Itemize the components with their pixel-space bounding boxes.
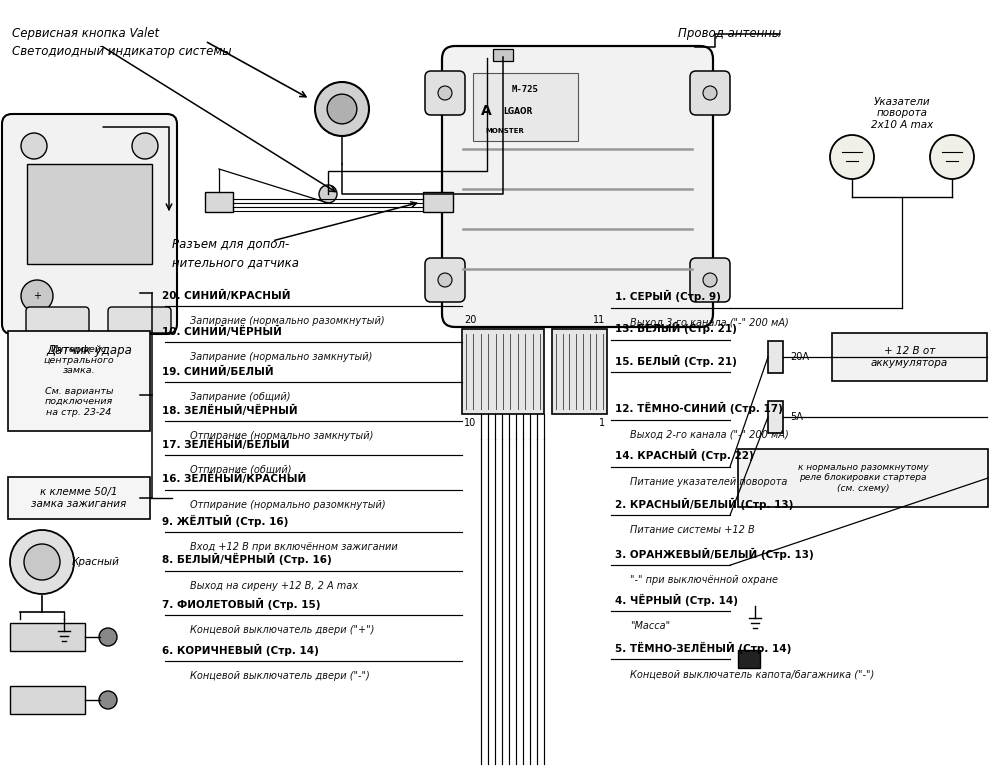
Circle shape xyxy=(21,133,47,159)
Bar xyxy=(10,686,85,714)
Text: MONSTER: MONSTER xyxy=(485,128,524,134)
Text: "Масса": "Масса" xyxy=(630,621,670,631)
Text: Вход +12 В при включённом зажигании: Вход +12 В при включённом зажигании xyxy=(190,542,398,552)
Text: +: + xyxy=(33,291,41,301)
Text: Отпирание (нормально разомкнутый): Отпирание (нормально разомкнутый) xyxy=(190,500,386,510)
Text: Сервисная кнопка Valet: Сервисная кнопка Valet xyxy=(12,27,159,40)
Bar xyxy=(493,49,513,61)
Text: 12. ТЁМНО-СИНИЙ (Стр. 17): 12. ТЁМНО-СИНИЙ (Стр. 17) xyxy=(615,402,783,414)
Text: Красный: Красный xyxy=(72,557,120,567)
Text: Концевой выключатель двери ("-"): Концевой выключатель двери ("-") xyxy=(190,671,370,681)
Text: Провод антенны: Провод антенны xyxy=(678,27,781,40)
Text: Концевой выключатель двери ("+"): Концевой выключатель двери ("+") xyxy=(190,625,374,635)
Text: 10: 10 xyxy=(464,418,476,428)
Text: A: A xyxy=(481,104,492,118)
Circle shape xyxy=(930,135,974,179)
Circle shape xyxy=(438,86,452,100)
Text: M-725: M-725 xyxy=(512,85,538,94)
FancyBboxPatch shape xyxy=(690,258,730,302)
Text: 1. СЕРЫЙ (Стр. 9): 1. СЕРЫЙ (Стр. 9) xyxy=(615,290,721,302)
FancyBboxPatch shape xyxy=(2,114,177,334)
Text: 20: 20 xyxy=(464,315,476,325)
Text: Указатели
поворота
2x10 А max: Указатели поворота 2x10 А max xyxy=(871,97,933,130)
Circle shape xyxy=(99,628,117,646)
Circle shape xyxy=(315,82,369,136)
Text: 15. БЕЛЫЙ (Стр. 21): 15. БЕЛЫЙ (Стр. 21) xyxy=(615,355,737,367)
Circle shape xyxy=(10,530,74,594)
Circle shape xyxy=(703,86,717,100)
Text: 3. ОРАНЖЕВЫЙ/БЕЛЫЙ (Стр. 13): 3. ОРАНЖЕВЫЙ/БЕЛЫЙ (Стр. 13) xyxy=(615,548,814,560)
Text: + 12 В от
аккумулятора: + 12 В от аккумулятора xyxy=(871,346,948,368)
Bar xyxy=(552,329,607,414)
Text: 5. ТЁМНО-ЗЕЛЁНЫЙ (Стр. 14): 5. ТЁМНО-ЗЕЛЁНЫЙ (Стр. 14) xyxy=(615,641,791,654)
Bar xyxy=(10,623,85,651)
Text: 20. СИНИЙ/КРАСНЫЙ: 20. СИНИЙ/КРАСНЫЙ xyxy=(162,289,290,301)
Circle shape xyxy=(132,133,158,159)
FancyBboxPatch shape xyxy=(690,71,730,115)
Text: Разъем для допол-: Разъем для допол- xyxy=(172,237,289,250)
Text: "-" при выключённой охране: "-" при выключённой охране xyxy=(630,575,778,585)
Text: 13. БЕЛЫЙ (Стр. 21): 13. БЕЛЫЙ (Стр. 21) xyxy=(615,322,737,335)
Text: 6. КОРИЧНЕВЫЙ (Стр. 14): 6. КОРИЧНЕВЫЙ (Стр. 14) xyxy=(162,644,319,656)
Text: нительного датчика: нительного датчика xyxy=(172,256,299,269)
Text: 5А: 5А xyxy=(790,412,803,422)
Text: Запирание (нормально замкнутый): Запирание (нормально замкнутый) xyxy=(190,352,372,362)
Text: Датчик удара: Датчик удара xyxy=(47,344,132,357)
Bar xyxy=(768,341,783,373)
Text: Выход 2-го канала ("-" 200 мА): Выход 2-го канала ("-" 200 мА) xyxy=(630,430,789,440)
Text: 14. КРАСНЫЙ (Стр. 22): 14. КРАСНЫЙ (Стр. 22) xyxy=(615,449,754,461)
Text: Выход на сирену +12 В, 2 А max: Выход на сирену +12 В, 2 А max xyxy=(190,581,358,591)
Circle shape xyxy=(319,185,337,203)
FancyBboxPatch shape xyxy=(425,258,465,302)
Text: 9. ЖЁЛТЫЙ (Стр. 16): 9. ЖЁЛТЫЙ (Стр. 16) xyxy=(162,514,288,527)
Text: 10. СИНИЙ/ЧЁРНЫЙ: 10. СИНИЙ/ЧЁРНЫЙ xyxy=(162,325,282,337)
Text: Светодиодный индикатор системы: Светодиодный индикатор системы xyxy=(12,45,232,58)
FancyBboxPatch shape xyxy=(26,307,89,333)
Bar xyxy=(738,650,760,668)
Text: 7. ФИОЛЕТОВЫЙ (Стр. 15): 7. ФИОЛЕТОВЫЙ (Стр. 15) xyxy=(162,598,320,610)
FancyBboxPatch shape xyxy=(425,71,465,115)
Text: LGAOR: LGAOR xyxy=(503,106,532,115)
FancyBboxPatch shape xyxy=(442,46,713,327)
Text: 19. СИНИЙ/БЕЛЫЙ: 19. СИНИЙ/БЕЛЫЙ xyxy=(162,365,274,377)
Bar xyxy=(8,477,150,519)
Bar xyxy=(473,73,578,141)
Circle shape xyxy=(21,280,53,312)
Text: 1: 1 xyxy=(599,418,605,428)
Text: 8. БЕЛЫЙ/ЧЁРНЫЙ (Стр. 16): 8. БЕЛЫЙ/ЧЁРНЫЙ (Стр. 16) xyxy=(162,553,332,565)
FancyBboxPatch shape xyxy=(108,307,171,333)
Bar xyxy=(423,192,453,212)
Text: Концевой выключатель капота/багажника ("-"): Концевой выключатель капота/багажника ("… xyxy=(630,669,874,679)
Text: 2. КРАСНЫЙ/БЕЛЫЙ (Стр. 13): 2. КРАСНЫЙ/БЕЛЫЙ (Стр. 13) xyxy=(615,498,793,510)
Circle shape xyxy=(703,273,717,287)
Text: к клемме 50/1
замка зажигания: к клемме 50/1 замка зажигания xyxy=(31,488,127,509)
Circle shape xyxy=(327,94,357,124)
Text: 17. ЗЕЛЁНЫЙ/БЕЛЫЙ: 17. ЗЕЛЁНЫЙ/БЕЛЫЙ xyxy=(162,438,290,450)
Text: к нормально разомкнутому
реле блокировки стартера
(см. схему): к нормально разомкнутому реле блокировки… xyxy=(798,463,928,493)
Circle shape xyxy=(830,135,874,179)
Text: Запирание (нормально разомкнутый): Запирание (нормально разомкнутый) xyxy=(190,316,385,326)
Text: 4. ЧЁРНЫЙ (Стр. 14): 4. ЧЁРНЫЙ (Стр. 14) xyxy=(615,594,738,606)
Text: Отпирание (нормально замкнутый): Отпирание (нормально замкнутый) xyxy=(190,431,373,441)
Text: Отпирание (общий): Отпирание (общий) xyxy=(190,465,292,475)
Text: Питание указателей поворота: Питание указателей поворота xyxy=(630,477,787,487)
Bar xyxy=(738,449,988,507)
Text: 20А: 20А xyxy=(790,352,809,362)
Circle shape xyxy=(99,691,117,709)
Text: Питание системы +12 В: Питание системы +12 В xyxy=(630,525,755,535)
Bar xyxy=(768,401,783,433)
Text: Выход 3-го канала ("-" 200 мА): Выход 3-го канала ("-" 200 мА) xyxy=(630,318,789,328)
Text: Интерфейс
центрального
замка.

См. варианты
подключения
на стр. 23-24: Интерфейс центрального замка. См. вариан… xyxy=(44,345,114,417)
Bar xyxy=(205,192,233,212)
Bar xyxy=(8,331,150,431)
Circle shape xyxy=(24,544,60,580)
Bar xyxy=(27,164,152,264)
Text: 18. ЗЕЛЁНЫЙ/ЧЁРНЫЙ: 18. ЗЕЛЁНЫЙ/ЧЁРНЫЙ xyxy=(162,404,298,416)
Bar xyxy=(832,333,987,381)
Text: 11: 11 xyxy=(593,315,605,325)
Text: 16. ЗЕЛЁНЫЙ/КРАСНЫЙ: 16. ЗЕЛЁНЫЙ/КРАСНЫЙ xyxy=(162,473,306,484)
Text: Запирание (общий): Запирание (общий) xyxy=(190,392,290,402)
Bar xyxy=(462,329,544,414)
Circle shape xyxy=(438,273,452,287)
